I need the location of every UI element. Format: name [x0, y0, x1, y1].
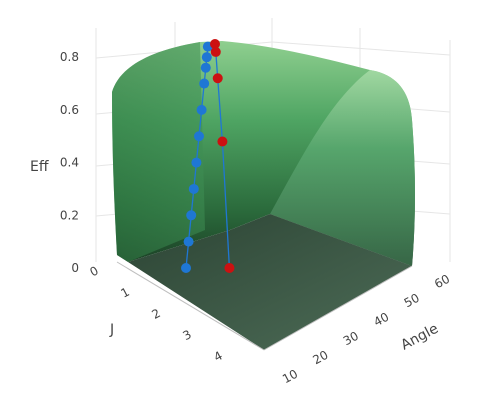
data-point[interactable]: [194, 131, 204, 142]
data-point[interactable]: [210, 46, 221, 57]
data-point[interactable]: [210, 39, 220, 49]
z-axis-title: Eff: [30, 159, 49, 175]
efficiency-surface: [112, 41, 415, 350]
data-point[interactable]: [181, 263, 191, 273]
j-tick-label: 2: [149, 306, 162, 322]
j-tick-label: 1: [118, 285, 131, 301]
data-point[interactable]: [224, 263, 235, 273]
z-tick-label: 0: [71, 261, 79, 275]
surface-left-face: [112, 42, 205, 262]
data-point[interactable]: [188, 183, 199, 194]
j-tick-label: 3: [180, 327, 193, 343]
data-point[interactable]: [191, 157, 202, 168]
data-point[interactable]: [201, 52, 212, 63]
data-point[interactable]: [200, 62, 211, 73]
z-tick-label: 0.2: [60, 208, 79, 222]
angle-tick-label: 40: [371, 310, 391, 330]
angle-tick-label: 60: [432, 272, 452, 292]
j-tick-label: 0: [87, 263, 100, 279]
angle-axis-title: Angle: [398, 321, 441, 354]
z-tick-label: 0.6: [60, 103, 79, 117]
surface-floor: [128, 214, 412, 350]
data-point[interactable]: [196, 104, 207, 115]
series-layer: [181, 39, 235, 273]
data-point[interactable]: [212, 73, 223, 84]
axis-lines: [116, 261, 413, 351]
angle-tick-label: 20: [310, 348, 330, 368]
surface-right-face: [270, 70, 415, 266]
j-axis-title: J: [109, 322, 114, 338]
z-tick-label: 0.8: [60, 50, 79, 64]
j-tick-label: 4: [211, 348, 224, 364]
z-tick-label: 0.4: [60, 156, 79, 170]
z-axis-ticks: 0 0.2 0.4 0.6 0.8: [60, 50, 79, 275]
data-point[interactable]: [183, 236, 194, 247]
angle-tick-label: 30: [341, 329, 361, 349]
data-point[interactable]: [199, 78, 210, 89]
angle-axis-ticks: 10 20 30 40 50 60: [280, 272, 452, 387]
angle-tick-label: 10: [280, 367, 300, 387]
data-point[interactable]: [186, 210, 197, 221]
data-point[interactable]: [217, 136, 228, 147]
angle-tick-label: 50: [402, 291, 422, 311]
